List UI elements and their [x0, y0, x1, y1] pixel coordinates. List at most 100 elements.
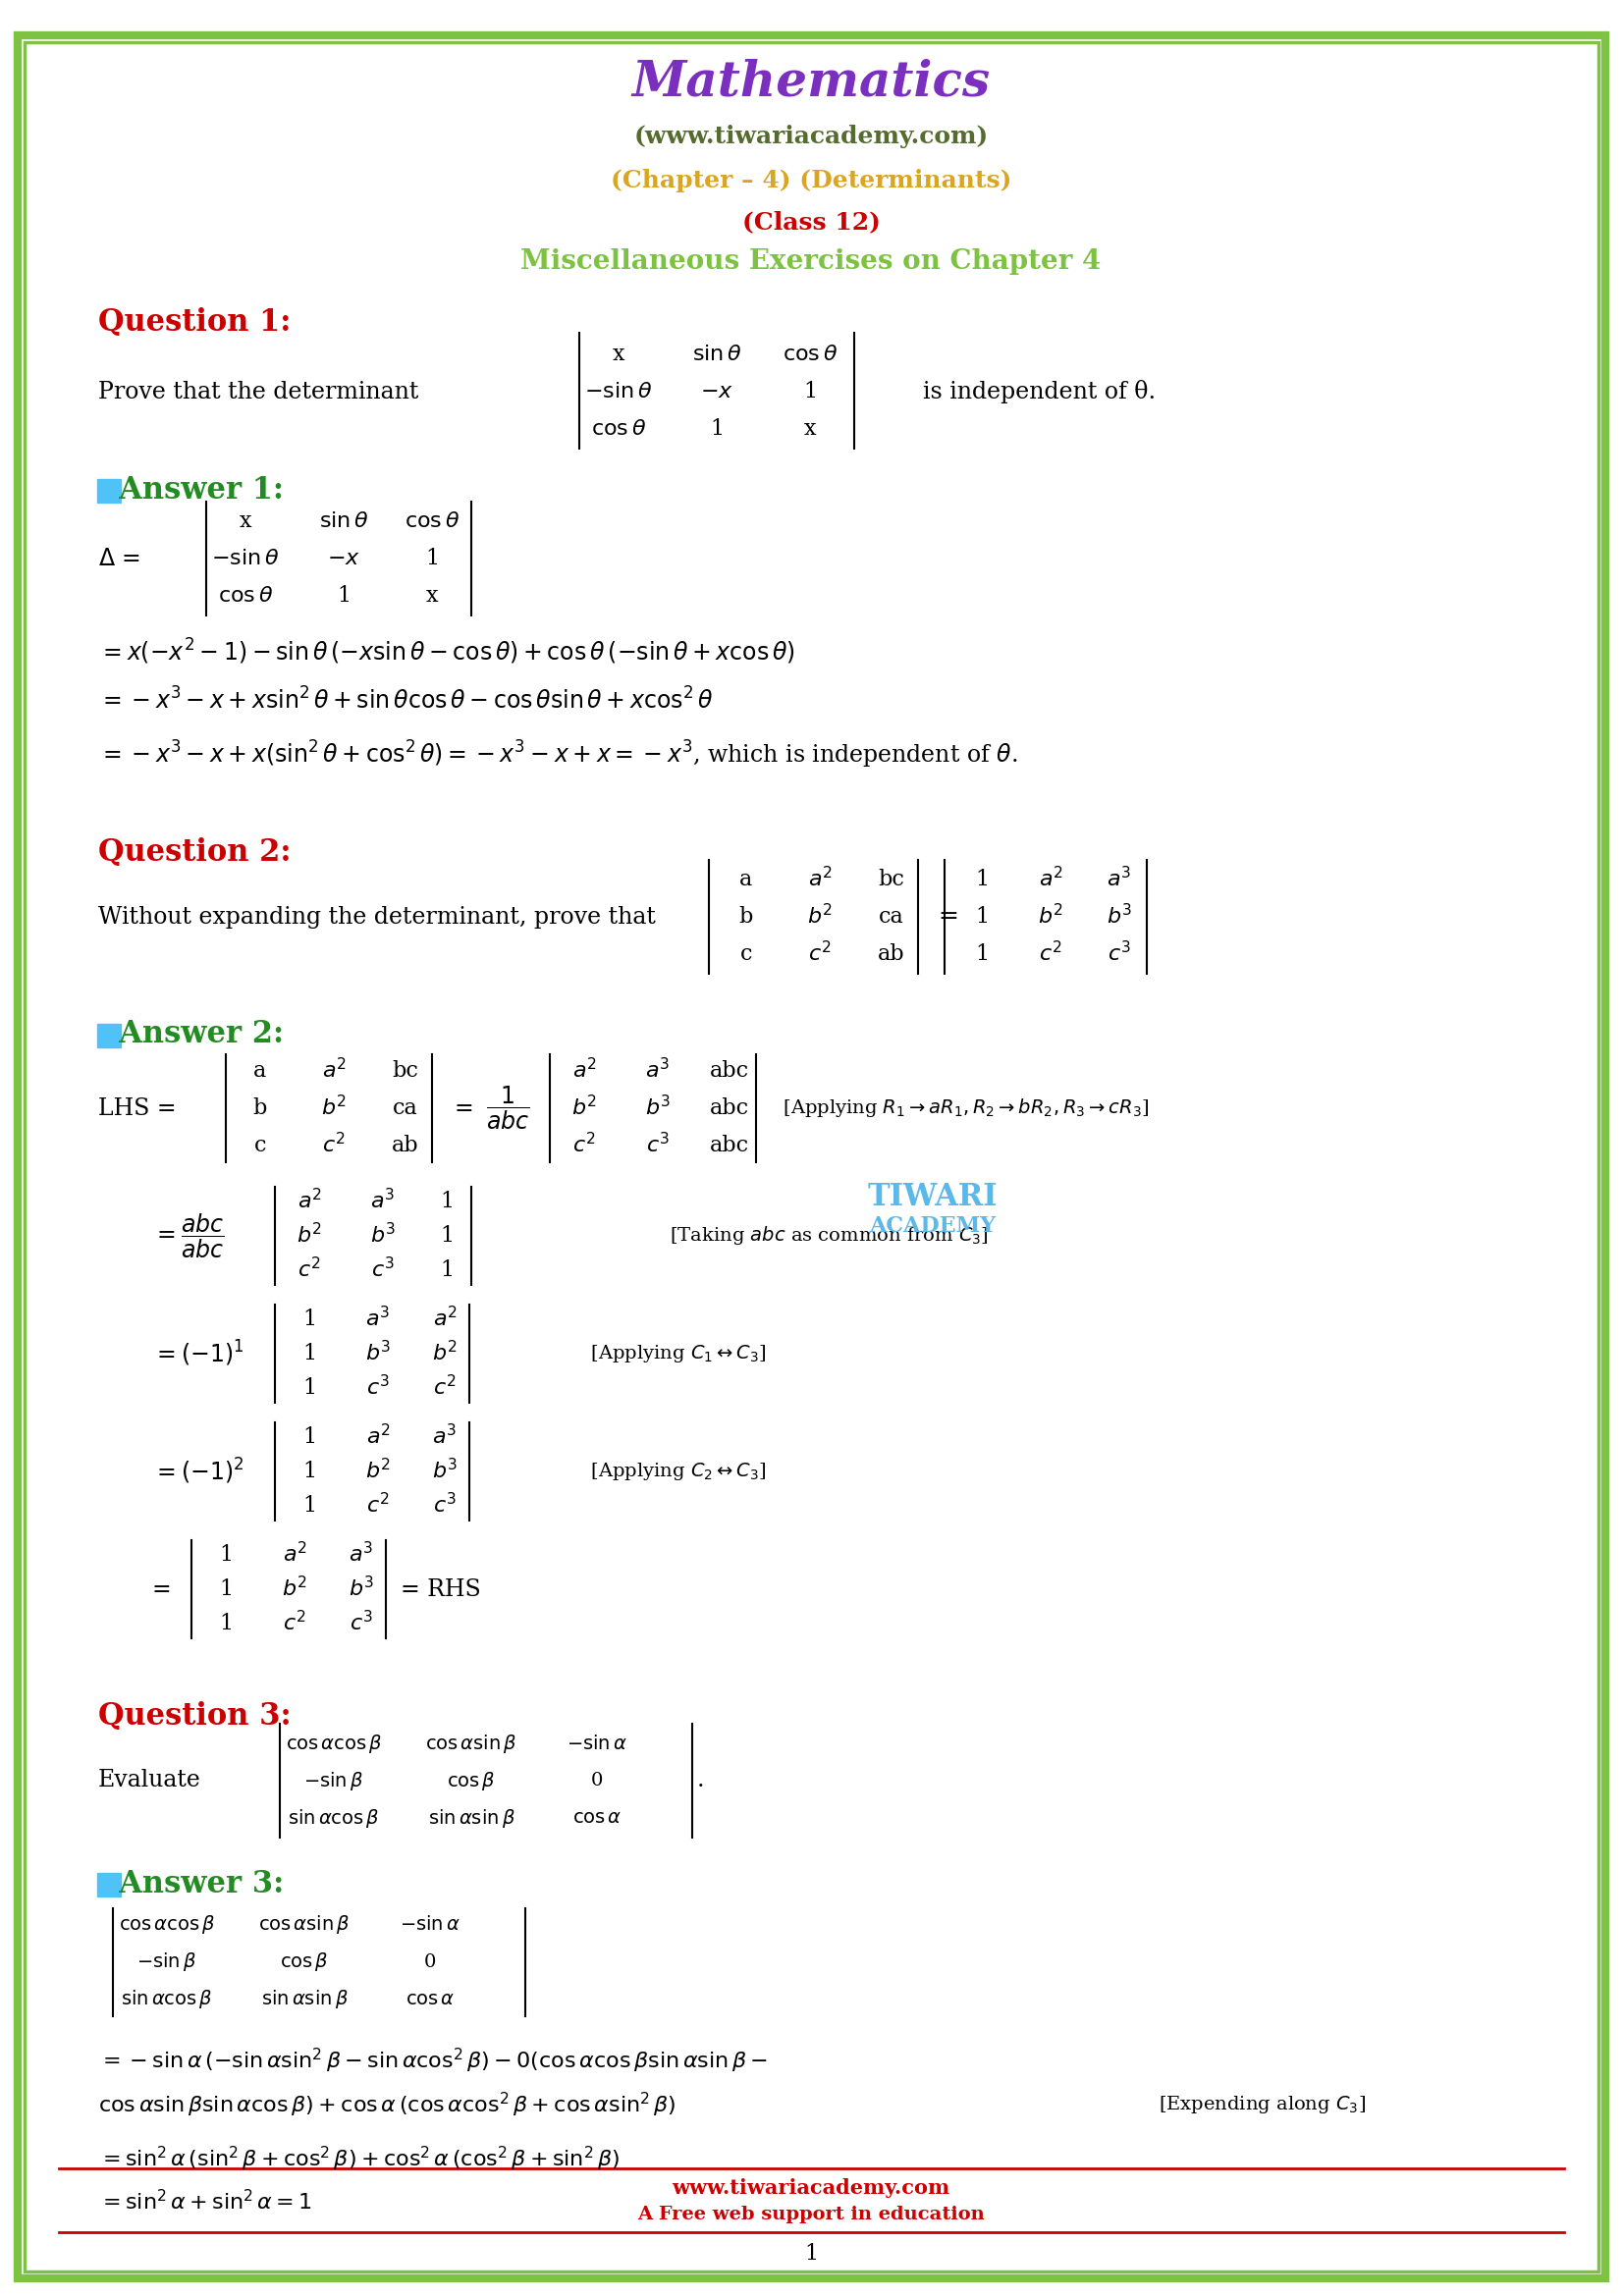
Text: (Chapter – 4) (Determinants): (Chapter – 4) (Determinants) [610, 170, 1011, 193]
Text: 1: 1 [302, 1426, 316, 1449]
Text: $a^2$: $a^2$ [808, 868, 833, 891]
Text: ab: ab [878, 944, 906, 964]
Text: $-\sin\alpha$: $-\sin\alpha$ [566, 1733, 628, 1752]
Text: $c^2$: $c^2$ [323, 1134, 346, 1157]
Text: $= \sin^2\alpha + \sin^2\alpha = 1$: $= \sin^2\alpha + \sin^2\alpha = 1$ [97, 2190, 312, 2216]
Text: [Applying $C_2 \leftrightarrow C_3$]: [Applying $C_2 \leftrightarrow C_3$] [506, 1460, 766, 1483]
Text: A Free web support in education: A Free web support in education [638, 2206, 985, 2223]
FancyBboxPatch shape [18, 34, 1605, 2278]
Text: .: . [698, 1770, 704, 1791]
Text: $\dfrac{1}{abc}$: $\dfrac{1}{abc}$ [485, 1084, 529, 1132]
Text: $b^2$: $b^2$ [1037, 905, 1063, 930]
Text: 1: 1 [803, 2243, 818, 2264]
Text: $a^3$: $a^3$ [349, 1543, 373, 1568]
Text: abc: abc [709, 1097, 750, 1118]
Text: Miscellaneous Exercises on Chapter 4: Miscellaneous Exercises on Chapter 4 [521, 248, 1102, 276]
Text: $c^3$: $c^3$ [367, 1375, 390, 1401]
Text: $\cos\alpha\sin\beta\sin\alpha\cos\beta) + \cos\alpha\,(\cos\alpha\cos^2\beta + : $\cos\alpha\sin\beta\sin\alpha\cos\beta)… [97, 2089, 677, 2119]
Text: [Expending along $C_3$]: [Expending along $C_3$] [1159, 2094, 1367, 2115]
Text: $= -x^3 - x + x\sin^2\theta + \sin\theta\cos\theta - \cos\theta\sin\theta + x\co: $= -x^3 - x + x\sin^2\theta + \sin\theta… [97, 687, 712, 714]
Text: $\sin\alpha\sin\beta$: $\sin\alpha\sin\beta$ [427, 1807, 514, 1830]
Text: $b^2$: $b^2$ [297, 1224, 321, 1249]
Text: ab: ab [391, 1134, 419, 1157]
Text: $\cos\theta$: $\cos\theta$ [591, 418, 646, 441]
Text: Mathematics: Mathematics [631, 57, 990, 106]
Text: $-\sin\alpha$: $-\sin\alpha$ [399, 1915, 461, 1933]
Text: $= \sin^2\alpha\,(\sin^2\beta + \cos^2\beta) + \cos^2\alpha\,(\cos^2\beta + \sin: $= \sin^2\alpha\,(\sin^2\beta + \cos^2\b… [97, 2144, 620, 2172]
Text: [Applying $R_1 \to aR_1, R_2 \to bR_2, R_3 \to cR_3$]: [Applying $R_1 \to aR_1, R_2 \to bR_2, R… [771, 1097, 1149, 1120]
Text: $b^3$: $b^3$ [365, 1341, 391, 1366]
Text: $c^2$: $c^2$ [1039, 941, 1061, 967]
Text: TIWARI: TIWARI [868, 1182, 998, 1212]
Text: 1: 1 [302, 1343, 316, 1364]
Text: $a^2$: $a^2$ [1039, 868, 1063, 891]
Text: $c^3$: $c^3$ [372, 1258, 394, 1283]
Text: $= (-1)^2$: $= (-1)^2$ [153, 1456, 243, 1486]
Text: bc: bc [393, 1061, 419, 1081]
Text: $b^3$: $b^3$ [349, 1577, 375, 1603]
Text: $\sin\theta$: $\sin\theta$ [691, 344, 742, 365]
Text: Question 2:: Question 2: [97, 838, 291, 868]
Text: c: c [740, 944, 753, 964]
Text: [Taking $abc$ as common from $C_3$]: [Taking $abc$ as common from $C_3$] [506, 1224, 988, 1247]
Text: $\cos\alpha\cos\beta$: $\cos\alpha\cos\beta$ [118, 1913, 216, 1936]
Text: (Class 12): (Class 12) [742, 209, 880, 234]
Text: 1: 1 [302, 1309, 316, 1329]
Text: $c^3$: $c^3$ [349, 1612, 373, 1637]
Text: $c^2$: $c^2$ [297, 1258, 321, 1283]
Text: $b^2$: $b^2$ [571, 1095, 597, 1120]
Text: Answer 2:: Answer 2: [97, 1019, 284, 1049]
Text: $b^2$: $b^2$ [807, 905, 833, 930]
Text: 1: 1 [975, 907, 988, 928]
Text: (www.tiwariacademy.com): (www.tiwariacademy.com) [633, 124, 988, 149]
Text: $\cos\beta$: $\cos\beta$ [446, 1770, 495, 1791]
Text: 1: 1 [336, 585, 351, 606]
Text: $a^2$: $a^2$ [297, 1189, 321, 1215]
Text: x: x [803, 418, 816, 441]
Text: b: b [253, 1097, 268, 1118]
Text: $-\sin\theta$: $-\sin\theta$ [584, 381, 652, 402]
Text: 0: 0 [591, 1773, 604, 1789]
Text: Evaluate: Evaluate [97, 1770, 201, 1791]
Text: $c^2$: $c^2$ [808, 941, 831, 967]
Text: 1: 1 [425, 549, 438, 569]
Text: = RHS: = RHS [401, 1577, 480, 1600]
Text: $\sin\theta$: $\sin\theta$ [318, 510, 368, 533]
Circle shape [786, 1070, 1079, 1364]
Text: $a^2$: $a^2$ [282, 1543, 307, 1568]
Text: Question 1:: Question 1: [97, 308, 291, 338]
FancyBboxPatch shape [97, 1024, 120, 1047]
Text: $a^2$: $a^2$ [365, 1426, 390, 1449]
Text: $b^2$: $b^2$ [321, 1095, 347, 1120]
Text: 0: 0 [424, 1954, 437, 1970]
Text: $a^2$: $a^2$ [571, 1058, 596, 1084]
Text: 1: 1 [219, 1545, 232, 1566]
Text: $\cos\alpha$: $\cos\alpha$ [406, 1991, 454, 2009]
Text: 1: 1 [709, 418, 724, 441]
Text: =: = [153, 1577, 172, 1600]
Text: $-\sin\beta$: $-\sin\beta$ [136, 1952, 196, 1975]
Text: x: x [612, 344, 625, 365]
Text: $-\sin\theta$: $-\sin\theta$ [211, 549, 279, 569]
Text: $a^3$: $a^3$ [646, 1058, 670, 1084]
Text: Prove that the determinant: Prove that the determinant [97, 381, 419, 404]
Text: $b^2$: $b^2$ [282, 1577, 307, 1603]
Text: ACADEMY: ACADEMY [870, 1215, 997, 1238]
FancyBboxPatch shape [97, 480, 120, 503]
Text: is independent of θ.: is independent of θ. [923, 379, 1156, 404]
Text: 1: 1 [302, 1460, 316, 1483]
Text: $\cos\theta$: $\cos\theta$ [217, 585, 273, 606]
Text: $\sin\alpha\cos\beta$: $\sin\alpha\cos\beta$ [287, 1807, 380, 1830]
Text: $b^3$: $b^3$ [644, 1095, 670, 1120]
Text: Without expanding the determinant, prove that: Without expanding the determinant, prove… [97, 905, 656, 928]
Text: $c^2$: $c^2$ [573, 1134, 596, 1157]
Text: $b^3$: $b^3$ [370, 1224, 396, 1249]
Text: www.tiwariacademy.com: www.tiwariacademy.com [672, 2179, 949, 2197]
Text: $c^3$: $c^3$ [646, 1134, 669, 1157]
Text: $\sin\alpha\sin\beta$: $\sin\alpha\sin\beta$ [261, 1988, 347, 2011]
Text: 1: 1 [302, 1495, 316, 1518]
Text: bc: bc [878, 868, 904, 891]
Text: $a^3$: $a^3$ [370, 1189, 396, 1215]
Text: abc: abc [709, 1134, 750, 1157]
Text: $c^2$: $c^2$ [367, 1492, 390, 1518]
